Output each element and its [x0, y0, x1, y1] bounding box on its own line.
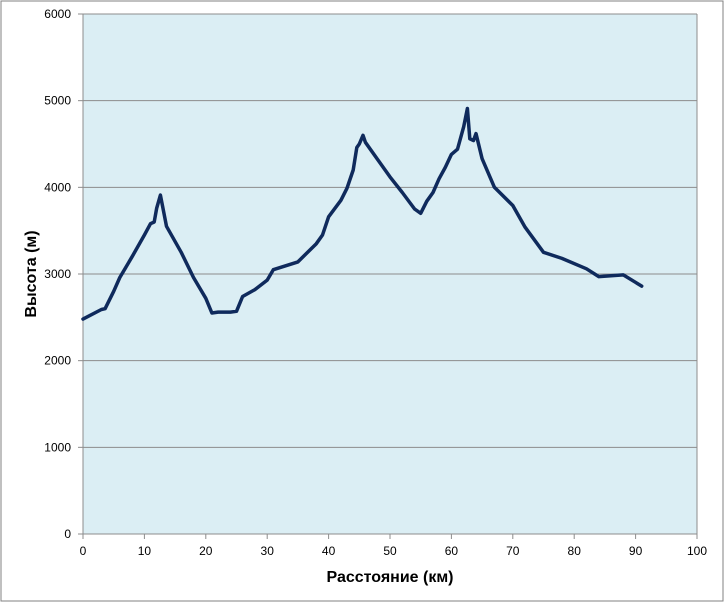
y-axis-title: Высота (м): [23, 230, 40, 317]
x-tick-label: 70: [506, 544, 520, 558]
x-tick-labels: 0 10 20 30 40 50 60 70 80 90 100: [80, 544, 708, 558]
y-tick-labels: 0 1000 2000 3000 4000 5000 6000: [44, 7, 71, 541]
x-tick-label: 10: [138, 544, 152, 558]
x-tick-label: 80: [568, 544, 582, 558]
x-tick-label: 90: [629, 544, 643, 558]
x-tick-label: 100: [687, 544, 707, 558]
x-tick-label: 20: [199, 544, 213, 558]
x-axis-title: Расстояние (км): [326, 569, 453, 586]
elevation-line: [81, 106, 644, 321]
y-tick-label: 4000: [44, 180, 71, 194]
x-tick-label: 30: [261, 544, 275, 558]
y-tick-label: 2000: [44, 354, 71, 368]
x-tick-label: 0: [80, 544, 87, 558]
y-tick-label: 1000: [44, 440, 71, 454]
x-tick-label: 50: [383, 544, 397, 558]
x-tick-label: 60: [445, 544, 459, 558]
y-tick-label: 0: [64, 527, 71, 541]
y-tick-label: 6000: [44, 7, 71, 21]
y-tick-label: 5000: [44, 94, 71, 108]
y-tick-label: 3000: [44, 267, 71, 281]
x-tick-label: 40: [322, 544, 336, 558]
axes: [78, 13, 698, 539]
